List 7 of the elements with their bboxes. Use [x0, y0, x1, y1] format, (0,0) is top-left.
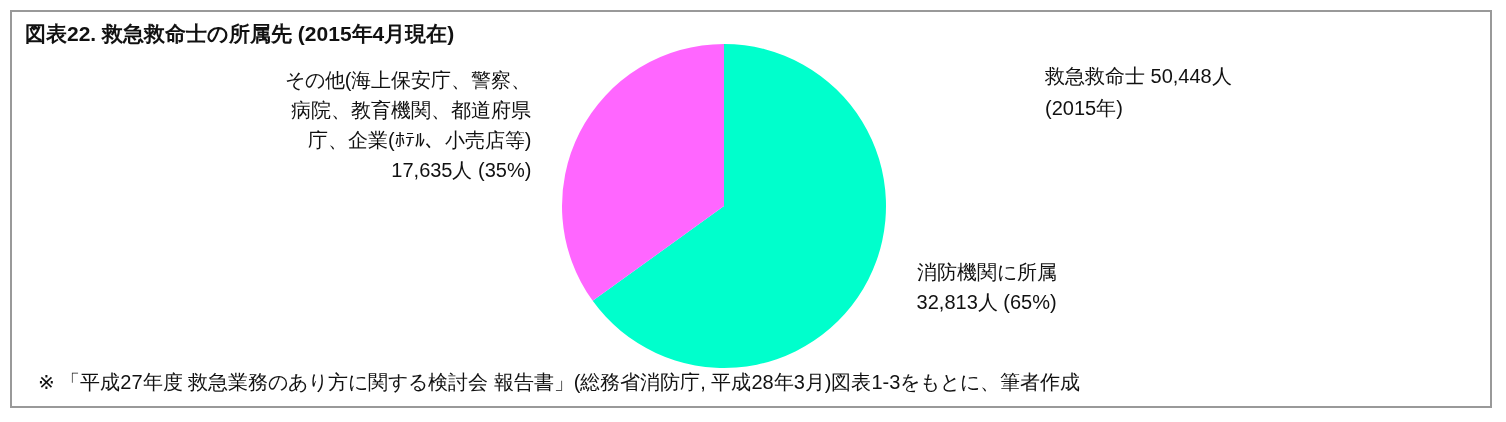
slice-label: その他(海上保安庁、警察、病院、教育機関、都道府県庁、企業(ﾎﾃﾙ、小売店等): [284, 69, 532, 152]
data-label: 32,813人 (65%): [916, 290, 1057, 313]
data-label: 17,635人 (35%): [391, 159, 532, 182]
text: 救急救命士 50,448人 (2015年): [1044, 65, 1232, 119]
chart-title: 図表22. 救急救命士の所属先 (2015年4月現在): [25, 22, 455, 45]
text: ※ 「平成27年度 救急業務のあり方に関する検討会 報告書」(総務省消防庁, 平成28年3月)図表1-3をもとに、筆者作成: [38, 371, 1081, 393]
slice-label: 消防機関に所属: [916, 260, 1057, 283]
